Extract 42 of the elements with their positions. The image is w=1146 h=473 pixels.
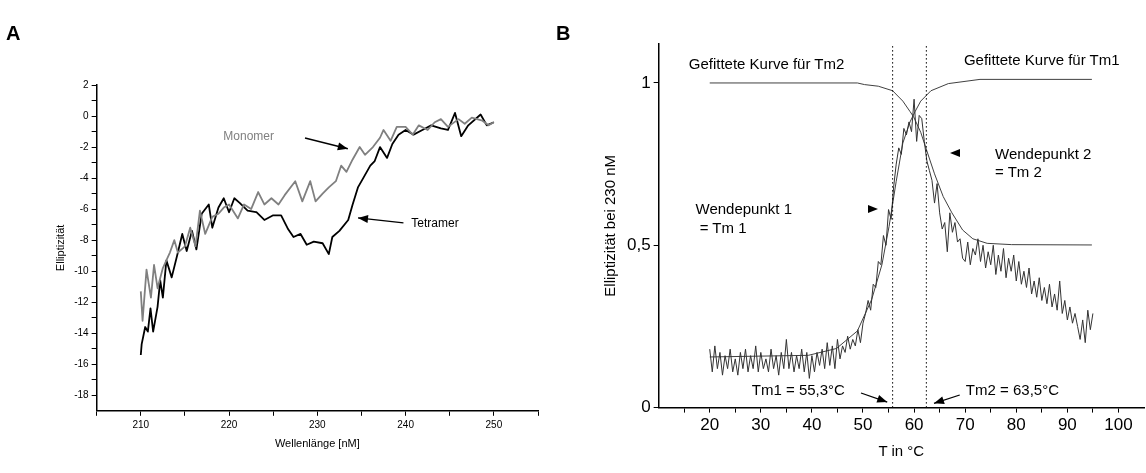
y-tick-label: -14 — [74, 326, 90, 338]
y-tick-label: 1 — [641, 72, 651, 92]
x-tick-label: 70 — [955, 415, 975, 435]
series-label: Gefittete Kurve für Tm2 — [688, 54, 845, 72]
y-axis-title: Elliptizität bei 230 nM — [601, 154, 619, 297]
y-tick-label: 0 — [83, 109, 90, 121]
x-tick-label: 100 — [1104, 415, 1133, 435]
legend-label: Tetramer — [411, 216, 459, 231]
y-tick-label: 0 — [641, 397, 651, 417]
y-tick-label: -6 — [79, 202, 90, 214]
y-tick-label: -10 — [74, 264, 90, 276]
x-tick-label: 230 — [308, 418, 327, 430]
x-tick-label: 60 — [904, 415, 924, 435]
y-tick-label: -12 — [74, 295, 90, 307]
text: Monomer — [223, 129, 275, 144]
x-tick-label: 30 — [751, 415, 771, 435]
x-tick-label: 40 — [802, 415, 822, 435]
y-axis-title: Elliptizität — [53, 224, 66, 272]
annotation: Wendepunkt 1 = Tm 1 — [695, 199, 792, 236]
chart-title: B — [556, 22, 571, 44]
x-axis-title: Wellenlänge [nM] — [274, 437, 360, 450]
annotation: Tm1 = 55,3°C — [751, 380, 846, 398]
annotation: Tm2 = 63,5°C — [965, 380, 1060, 398]
x-tick-label: 80 — [1006, 415, 1026, 435]
annotation: Wendepunkt 2 = Tm 2 — [994, 144, 1092, 181]
x-tick-label: 210 — [132, 418, 150, 430]
x-tick-label: 90 — [1057, 415, 1077, 435]
x-tick-label: 250 — [485, 418, 503, 430]
x-tick-label: 240 — [397, 418, 415, 430]
chart-title: A — [6, 22, 21, 44]
x-tick-label: 50 — [853, 415, 873, 435]
x-tick-label: 220 — [220, 418, 238, 430]
x-axis-title: T in °C — [878, 442, 925, 460]
x-tick-label: 20 — [700, 415, 720, 435]
y-tick-label: -4 — [79, 171, 90, 183]
y-tick-label: 2 — [83, 78, 90, 90]
y-tick-label: -2 — [79, 140, 90, 152]
series-label: Gefittete Kurve für Tm1 — [963, 50, 1120, 68]
y-tick-label: 0,5 — [626, 234, 651, 254]
y-tick-label: -18 — [74, 389, 90, 401]
y-tick-label: -16 — [74, 358, 90, 370]
y-tick-label: -8 — [79, 233, 90, 245]
